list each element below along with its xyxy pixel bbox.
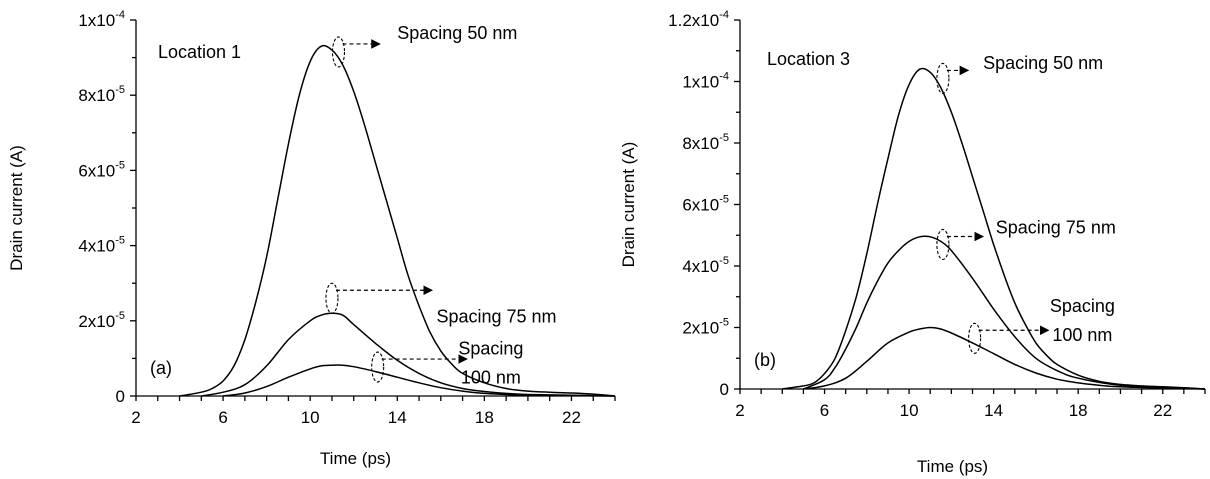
x-tick-label: 14 bbox=[388, 408, 407, 427]
series-line-0 bbox=[782, 67, 1206, 390]
y-tick-label: 2x10-5 bbox=[682, 317, 729, 338]
x-tick-label: 22 bbox=[562, 408, 581, 427]
x-tick-label: 18 bbox=[1069, 401, 1088, 420]
series-marker-ellipse bbox=[371, 351, 385, 383]
series-line-2 bbox=[222, 364, 616, 397]
x-tick-label: 18 bbox=[475, 408, 494, 427]
series-label: Spacing 75 nm bbox=[996, 218, 1116, 238]
series-line-0 bbox=[179, 44, 616, 397]
y-tick-label: 4x10-5 bbox=[78, 235, 125, 256]
series-label: Spacing 50 nm bbox=[397, 23, 517, 43]
x-tick-label: 2 bbox=[131, 408, 140, 427]
series-line-1 bbox=[803, 235, 1206, 390]
y-tick-label: 1x10-4 bbox=[682, 71, 729, 92]
y-axis-title: Drain current (A) bbox=[619, 142, 638, 268]
y-tick-label: 4x10-5 bbox=[682, 255, 729, 276]
series-label: Spacing 50 nm bbox=[983, 53, 1103, 73]
chart-panel-b: 0 2x10-5 4x10-5 6x10-5 8x10-5 1x10-4 1.2x10-4 2… bbox=[619, 9, 1206, 476]
series-line-2 bbox=[803, 326, 1206, 390]
series-marker-ellipse bbox=[936, 228, 950, 261]
x-tick-label: 10 bbox=[900, 401, 919, 420]
chart-panel-a: 0 2x10-5 4x10-5 6x10-5 8x10-5 1x10-4 2 6 10 14 18 2… bbox=[7, 9, 616, 468]
location-label: Location 1 bbox=[158, 42, 241, 62]
y-tick-label: 6x10-5 bbox=[78, 159, 125, 180]
x-tick-label: 14 bbox=[984, 401, 1003, 420]
series-marker-ellipse bbox=[968, 322, 982, 354]
location-label: Location 3 bbox=[767, 49, 850, 69]
y-tick-label: 2x10-5 bbox=[78, 310, 125, 331]
x-tick-label: 6 bbox=[820, 401, 829, 420]
series-marker-ellipse bbox=[936, 62, 950, 94]
series-line-1 bbox=[201, 312, 616, 397]
series-marker-ellipse bbox=[331, 36, 346, 68]
panel-label: (a) bbox=[150, 358, 172, 378]
y-tick-label: 8x10-5 bbox=[78, 84, 125, 105]
series-marker-ellipse bbox=[325, 282, 339, 314]
series-label: Spacing 100 nm bbox=[1050, 296, 1115, 345]
x-tick-label: 10 bbox=[301, 408, 320, 427]
y-tick-label: 1.2x10-4 bbox=[668, 9, 729, 30]
series-label: Spacing 75 nm bbox=[436, 307, 556, 327]
series-label: Spacing 100 nm bbox=[458, 339, 523, 388]
y-tick-label: 0 bbox=[116, 387, 125, 406]
x-tick-label: 2 bbox=[735, 401, 744, 420]
y-tick-label: 8x10-5 bbox=[682, 132, 729, 153]
panel-label: (b) bbox=[754, 350, 776, 370]
x-axis-title: Time (ps) bbox=[320, 449, 391, 468]
x-axis-title: Time (ps) bbox=[917, 457, 988, 476]
x-tick-label: 22 bbox=[1153, 401, 1172, 420]
x-tick-label: 6 bbox=[218, 408, 227, 427]
y-tick-label: 0 bbox=[720, 380, 729, 399]
y-tick-label: 6x10-5 bbox=[682, 194, 729, 215]
y-axis-title: Drain current (A) bbox=[7, 145, 26, 271]
y-tick-label: 1x10-4 bbox=[78, 9, 125, 30]
